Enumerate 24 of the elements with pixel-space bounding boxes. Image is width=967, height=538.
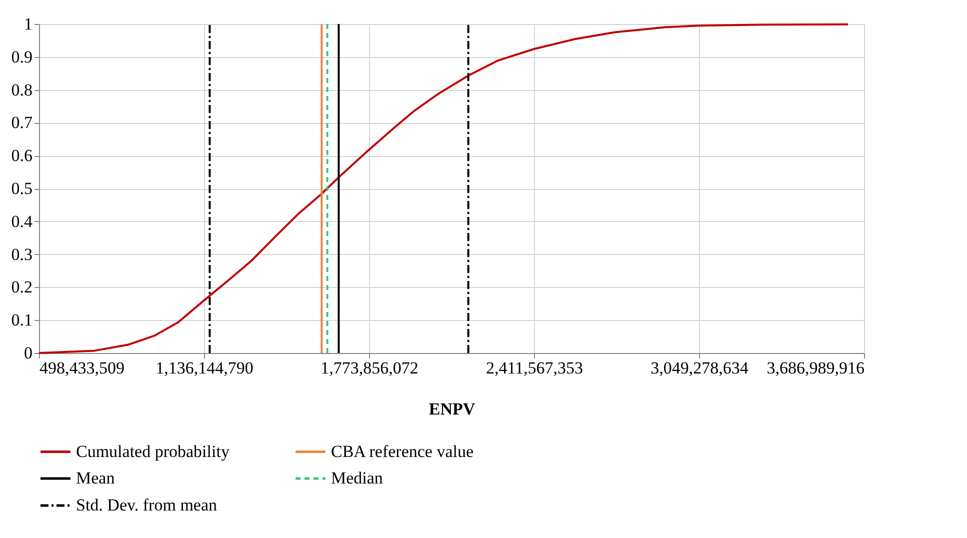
line-series: [38, 23, 849, 354]
x-tick-label: 1,773,856,072: [320, 358, 418, 378]
legend-label: Cumulated probability: [76, 442, 230, 461]
y-tick-label: 0.5: [11, 179, 32, 198]
y-tick-label: 0.2: [11, 278, 32, 297]
x-tick-label: 498,433,509: [40, 358, 124, 378]
x-tick-label: 1,136,144,790: [156, 358, 254, 378]
y-tick-label: 0.1: [11, 310, 32, 330]
y-tick-label: 1: [24, 14, 32, 34]
y-tick-label: 0.4: [11, 212, 33, 231]
legend-label: CBA reference value: [331, 442, 474, 461]
y-tick-label: 0.3: [11, 244, 32, 264]
legend-label: Std. Dev. from mean: [76, 496, 218, 514]
x-axis-title: ENPV: [428, 400, 476, 418]
x-tick-label: 2,411,567,353: [486, 358, 584, 378]
legend-label: Mean: [76, 468, 116, 488]
x-tick-label: 3,049,278,634: [650, 358, 749, 378]
y-tick-label: 0.7: [11, 113, 33, 132]
y-tick-label: 0: [24, 344, 32, 362]
legend-label: Median: [331, 468, 384, 488]
y-tick-label: 0.6: [11, 146, 32, 166]
y-tick-label: 0.9: [11, 47, 32, 66]
y-tick-label: 0.8: [11, 80, 32, 100]
x-tick-label: 3,686,989,916: [766, 358, 864, 378]
